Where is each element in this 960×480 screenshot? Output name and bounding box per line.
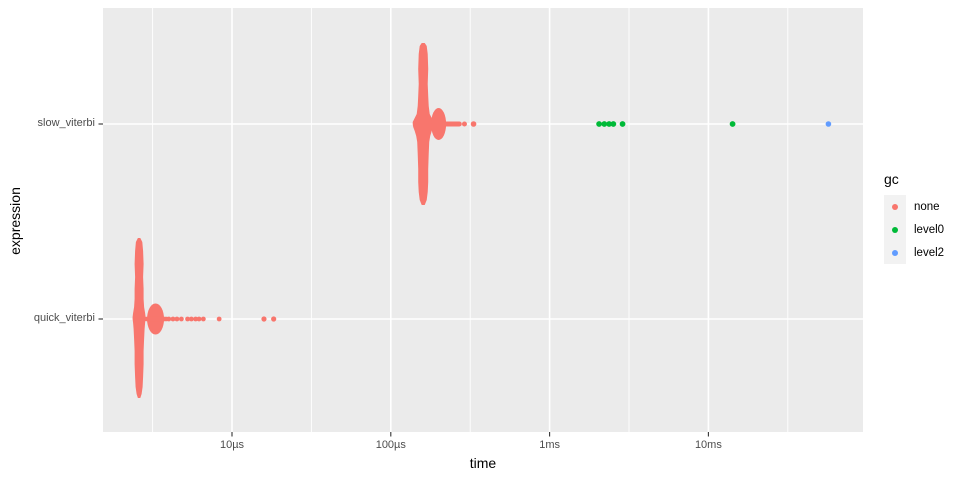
swarm-tail-dot xyxy=(271,316,277,322)
point-level0 xyxy=(601,121,608,127)
swarm-tail-dot xyxy=(185,316,190,322)
legend-key xyxy=(884,218,906,241)
swarm-tail-dot xyxy=(174,316,180,322)
legend-item-level2: level2 xyxy=(884,241,944,264)
panel-background xyxy=(103,8,863,432)
legend-dot-level0-icon xyxy=(892,226,898,233)
legend-dot-level2-icon xyxy=(892,249,898,256)
legend-key xyxy=(884,195,906,218)
swarm-lobe xyxy=(431,108,447,140)
legend-label: level0 xyxy=(914,223,945,236)
y-axis-title: expression xyxy=(7,187,23,255)
point-level0 xyxy=(729,121,736,127)
x-axis-title: time xyxy=(469,455,497,471)
swarm-tail-dot xyxy=(193,316,199,322)
swarm-tail-bar xyxy=(144,316,169,322)
swarm-tail-dot xyxy=(196,316,202,322)
point-level0 xyxy=(606,121,613,127)
y-category-label: quick_viterbi xyxy=(33,312,95,324)
legend-title: gc xyxy=(884,171,899,187)
swarm-tail-dot xyxy=(200,316,206,322)
swarm-tail-dot xyxy=(216,316,222,322)
legend-item-level0: level0 xyxy=(884,218,944,241)
point-level0 xyxy=(596,121,603,127)
point-level2 xyxy=(825,121,832,127)
legend-key xyxy=(884,241,906,264)
x-tick-label: 10µs xyxy=(219,439,245,451)
point-level0 xyxy=(610,121,617,127)
point-level0 xyxy=(619,121,626,127)
violin-quick-viterbi-none xyxy=(132,238,146,398)
legend-gc: gc none level0 level2 xyxy=(884,171,944,264)
swarm-tail-dot xyxy=(470,121,477,127)
swarm-tail-bar xyxy=(443,121,462,127)
swarm-tail-dot xyxy=(170,316,176,322)
legend-dot-none-icon xyxy=(892,203,898,210)
x-tick-label: 1ms xyxy=(539,439,560,451)
legend-item-none: none xyxy=(884,195,944,218)
swarm-tail-dot xyxy=(461,121,467,127)
legend-label: level2 xyxy=(914,246,945,259)
swarm-tail-dot xyxy=(188,316,194,322)
x-tick-label: 100µs xyxy=(375,439,406,451)
swarm-tail-dot xyxy=(166,316,172,322)
x-tick-label: 10ms xyxy=(694,439,722,451)
y-category-label: slow_viterbi xyxy=(37,117,95,129)
legend-label: none xyxy=(914,200,940,213)
swarm-tail-dot xyxy=(178,316,184,322)
swarm-tail-dot xyxy=(261,316,267,322)
violin-slow-viterbi-none xyxy=(412,43,434,205)
